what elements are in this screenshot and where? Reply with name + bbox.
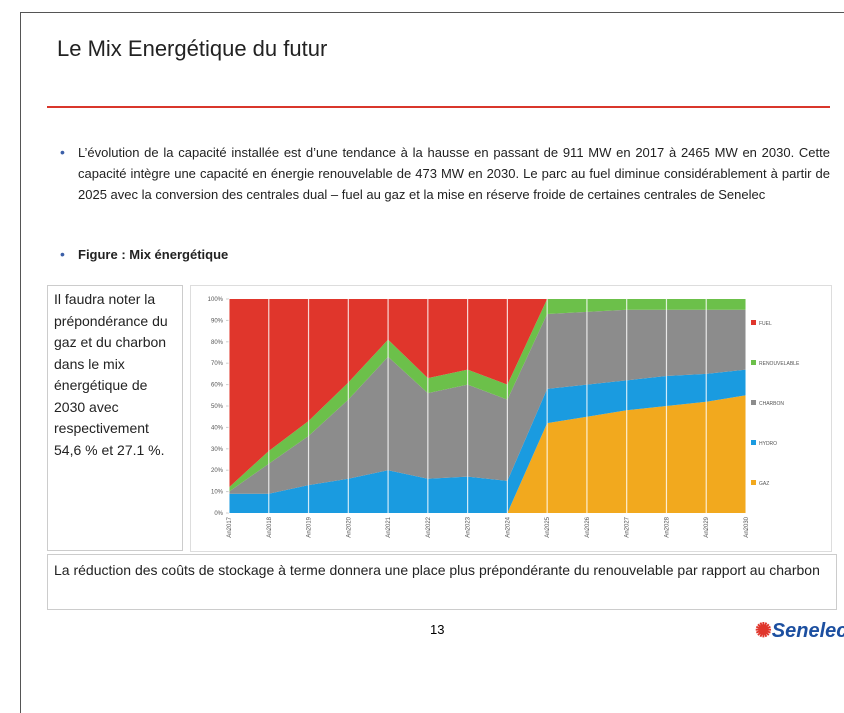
y-tick-label: 0% (214, 511, 223, 517)
x-tick-label: An2025 (545, 516, 551, 537)
figure-caption: Figure : Mix énergétique (78, 247, 229, 262)
y-tick-label: 80% (211, 340, 224, 346)
x-tick-label: An2021 (386, 516, 392, 537)
x-tick-label: An2026 (585, 516, 591, 537)
x-tick-label: An2018 (267, 516, 273, 537)
logo: ✺Senelec (755, 618, 844, 643)
y-tick-label: 90% (211, 318, 224, 324)
y-tick-label: 20% (211, 468, 224, 474)
side-note: Il faudra noter la prépondérance du gaz … (47, 285, 183, 551)
frame (20, 12, 844, 713)
y-tick-label: 30% (211, 447, 224, 453)
conclusion: La réduction des coûts de stockage à ter… (47, 554, 837, 610)
legend-swatch (751, 400, 756, 405)
title-rule (47, 106, 830, 108)
bullet-dot: • (60, 246, 65, 262)
chart-box: 0% 10% 20% 30% 40% 50% 60% 70% 80% 90% 100% An2017 A… (190, 285, 832, 552)
legend-swatch (751, 320, 756, 325)
title: Le Mix Energétique du futur (57, 36, 328, 61)
legend-label: RENOUVELABLE (759, 361, 800, 367)
area (229, 299, 746, 488)
x-tick-label: An2022 (426, 516, 432, 537)
legend-swatch (751, 440, 756, 445)
area (229, 395, 746, 513)
area (229, 309, 746, 494)
y-tick-label: 70% (211, 361, 224, 367)
page-number: 13 (430, 622, 445, 637)
legend-swatch (751, 360, 756, 365)
x-tick-label: An2030 (744, 516, 750, 537)
y-tick-label: 50% (211, 404, 224, 410)
x-tick-label: An2024 (505, 516, 511, 537)
y-tick-label: 60% (211, 383, 224, 389)
y-tick-label: 40% (211, 425, 224, 431)
y-tick-label: 100% (208, 297, 224, 303)
x-tick-label: An2029 (704, 516, 710, 537)
legend-swatch (751, 480, 756, 485)
logo-text: Senelec (771, 620, 844, 642)
x-tick-label: An2019 (307, 516, 313, 537)
area (229, 369, 746, 513)
legend-label: GAZ (759, 481, 769, 487)
x-tick-label: An2028 (664, 516, 670, 537)
x-tick-label: An2023 (466, 516, 472, 537)
legend-label: HYDRO (759, 441, 777, 447)
logo-icon: ✺ (755, 620, 772, 642)
bullet-text: L’évolution de la capacité installée est… (78, 145, 830, 202)
bullet-dot: • (60, 144, 65, 160)
x-tick-label: An2027 (625, 516, 631, 537)
y-tick-label: 10% (211, 490, 224, 496)
chart: 0% 10% 20% 30% 40% 50% 60% 70% 80% 90% 100% An2017 A… (208, 297, 800, 538)
x-tick-label: An2020 (346, 516, 352, 537)
legend-label: FUEL (759, 321, 772, 327)
legend-label: CHARBON (759, 401, 784, 407)
x-tick-label: An2017 (227, 516, 233, 537)
